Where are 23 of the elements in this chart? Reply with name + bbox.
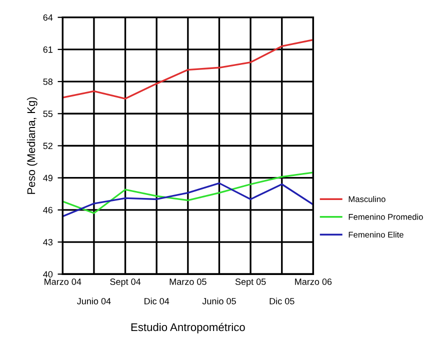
y-axis-title: Peso (Mediana, Kg) — [26, 97, 38, 194]
y-tick-label: 40 — [43, 271, 53, 278]
x-tick-label: Marzo 06 — [295, 278, 332, 285]
y-tick-label: 58 — [43, 78, 53, 85]
x-tick-label: Dic 04 — [144, 298, 170, 304]
x-tick-label: Junio 04 — [77, 298, 111, 304]
legend-label: Masculino — [348, 196, 386, 202]
y-tick-label: 55 — [43, 110, 53, 118]
x-tick-label: Junio 05 — [202, 298, 236, 304]
y-tick-label: 43 — [43, 239, 53, 246]
y-tick-label: 61 — [43, 46, 52, 53]
x-tick-label: Marzo 05 — [170, 278, 206, 285]
y-tick-label: 64 — [43, 14, 53, 21]
legend-label: Femenino Elite — [348, 232, 404, 238]
x-tick-label: Sept 04 — [110, 278, 141, 287]
legend-label: Femenino Promedio — [348, 214, 423, 220]
y-tick-label: 46 — [43, 206, 53, 214]
x-tick-label: Sept 05 — [235, 278, 266, 287]
x-tick-label: Marzo 04 — [44, 278, 82, 285]
x-tick-label: Dic 05 — [270, 298, 294, 304]
x-axis-title: Estudio Antropométrico — [131, 322, 245, 334]
y-tick-label: 52 — [43, 142, 52, 150]
y-tick-label: 49 — [43, 174, 52, 182]
